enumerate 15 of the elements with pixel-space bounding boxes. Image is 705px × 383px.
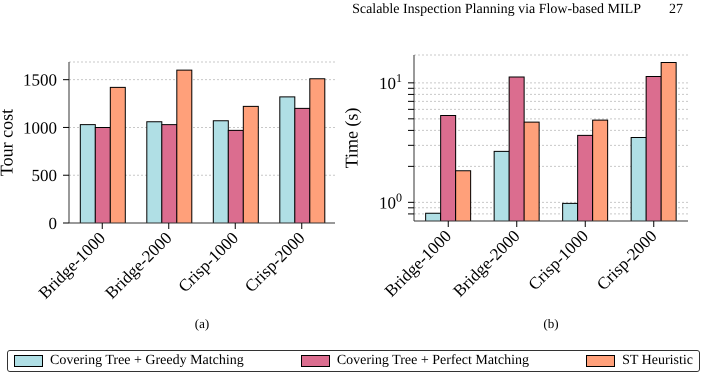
legend-label: Covering Tree + Greedy Matching xyxy=(49,353,244,369)
y-tick-label: 0 xyxy=(48,214,57,233)
y-tick-label: 1500 xyxy=(23,70,57,90)
y-tick-label: 500 xyxy=(32,166,57,186)
text: Scalable Inspection Planning via Flow-based MILP xyxy=(352,2,641,18)
legend-label: Covering Tree + Perfect Matching xyxy=(336,353,530,369)
y-tick-label: 10$^{0}$ xyxy=(379,190,402,212)
y-axis-title: Time (s) xyxy=(341,108,362,168)
text: (b) xyxy=(542,316,560,332)
y-axis-title: Tour cost xyxy=(0,108,16,176)
text: (a) xyxy=(194,316,210,332)
legend-label: ST Heuristic xyxy=(621,353,693,369)
y-tick-label: 10$^{1}$ xyxy=(379,70,402,93)
text: 27 xyxy=(669,2,683,18)
y-tick-label: 1000 xyxy=(23,118,57,138)
